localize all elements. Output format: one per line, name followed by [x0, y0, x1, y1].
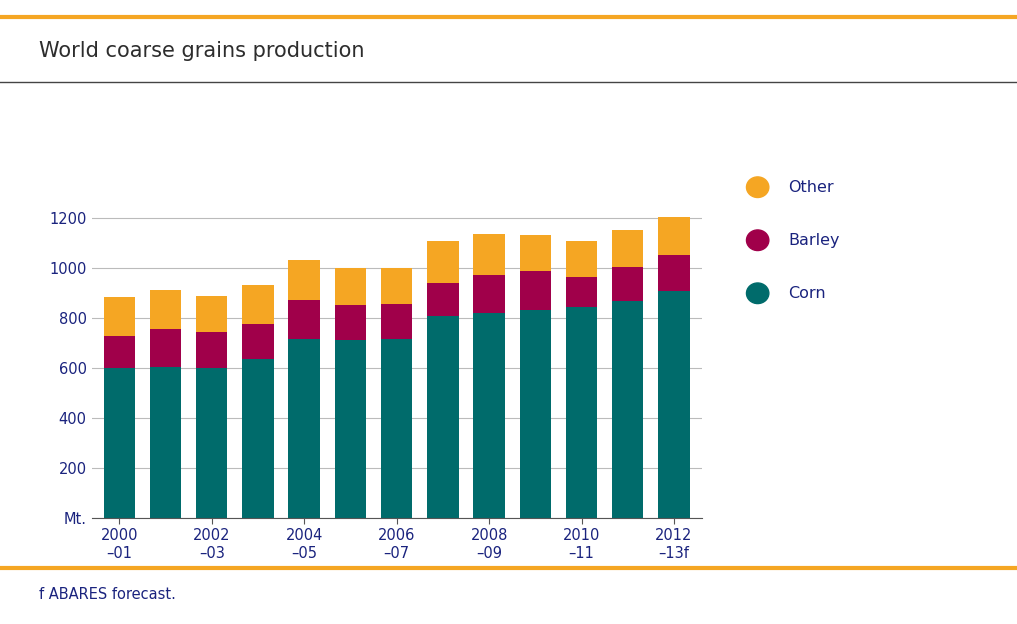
Bar	[473, 313, 504, 518]
Bar	[335, 340, 366, 518]
Bar	[612, 230, 644, 267]
Bar	[196, 368, 228, 518]
Bar	[289, 260, 320, 300]
Bar	[289, 300, 320, 339]
Bar	[381, 304, 412, 339]
Bar	[149, 329, 181, 367]
Bar	[473, 234, 504, 275]
Bar	[381, 268, 412, 304]
Text: Barley: Barley	[788, 233, 840, 248]
Bar	[381, 339, 412, 518]
Bar	[520, 235, 551, 271]
Bar	[242, 285, 274, 324]
Bar	[104, 336, 135, 368]
Bar	[612, 301, 644, 518]
Bar	[565, 277, 597, 307]
Bar	[335, 268, 366, 305]
Text: f ABARES forecast.: f ABARES forecast.	[39, 587, 176, 602]
Bar	[196, 296, 228, 333]
Bar	[612, 267, 644, 301]
Bar	[427, 241, 459, 283]
Text: Corn: Corn	[788, 286, 826, 301]
Bar	[473, 275, 504, 313]
Bar	[335, 305, 366, 340]
Bar	[427, 283, 459, 316]
Text: Other: Other	[788, 180, 834, 195]
Bar	[658, 255, 690, 291]
Bar	[104, 368, 135, 518]
Bar	[196, 333, 228, 368]
Bar	[658, 291, 690, 518]
Bar	[565, 241, 597, 277]
Bar	[149, 290, 181, 329]
Bar	[289, 339, 320, 518]
Bar	[520, 271, 551, 310]
Bar	[565, 307, 597, 518]
Bar	[149, 367, 181, 518]
Bar	[242, 359, 274, 518]
Text: World coarse grains production: World coarse grains production	[39, 41, 364, 61]
Bar	[242, 324, 274, 359]
Bar	[104, 297, 135, 336]
Bar	[520, 310, 551, 518]
Bar	[427, 316, 459, 518]
Bar	[658, 217, 690, 255]
